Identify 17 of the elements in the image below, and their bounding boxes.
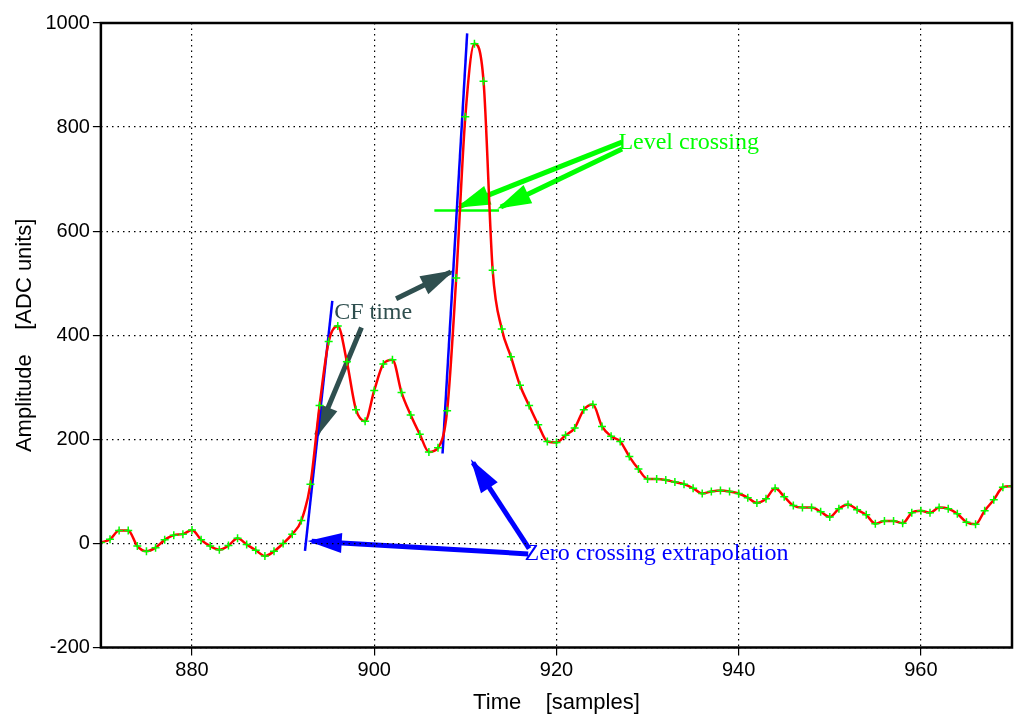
x-axis-title: Time [samples] [473,688,640,714]
y-tick-label: 400 [56,322,90,345]
annotation: CF time [334,298,413,325]
annotation: Zero crossing extrapolation [524,539,789,566]
y-tick-label: 0 [78,531,90,554]
y-tick-label: 800 [56,114,90,137]
x-tick-label: 900 [357,658,391,681]
x-tick-label: 920 [539,658,574,681]
annotation: Level crossing [618,127,760,154]
y-axis-title: Amplitude [ADC units] [11,218,37,453]
x-tick-label: 880 [175,658,209,681]
x-tick-label: 960 [904,658,938,681]
x-tick-label: 940 [721,658,756,681]
y-tick-label: 1000 [45,10,90,33]
y-tick-label: -200 [49,635,90,658]
y-tick-label: 200 [56,426,90,449]
y-tick-label: 600 [56,218,90,241]
